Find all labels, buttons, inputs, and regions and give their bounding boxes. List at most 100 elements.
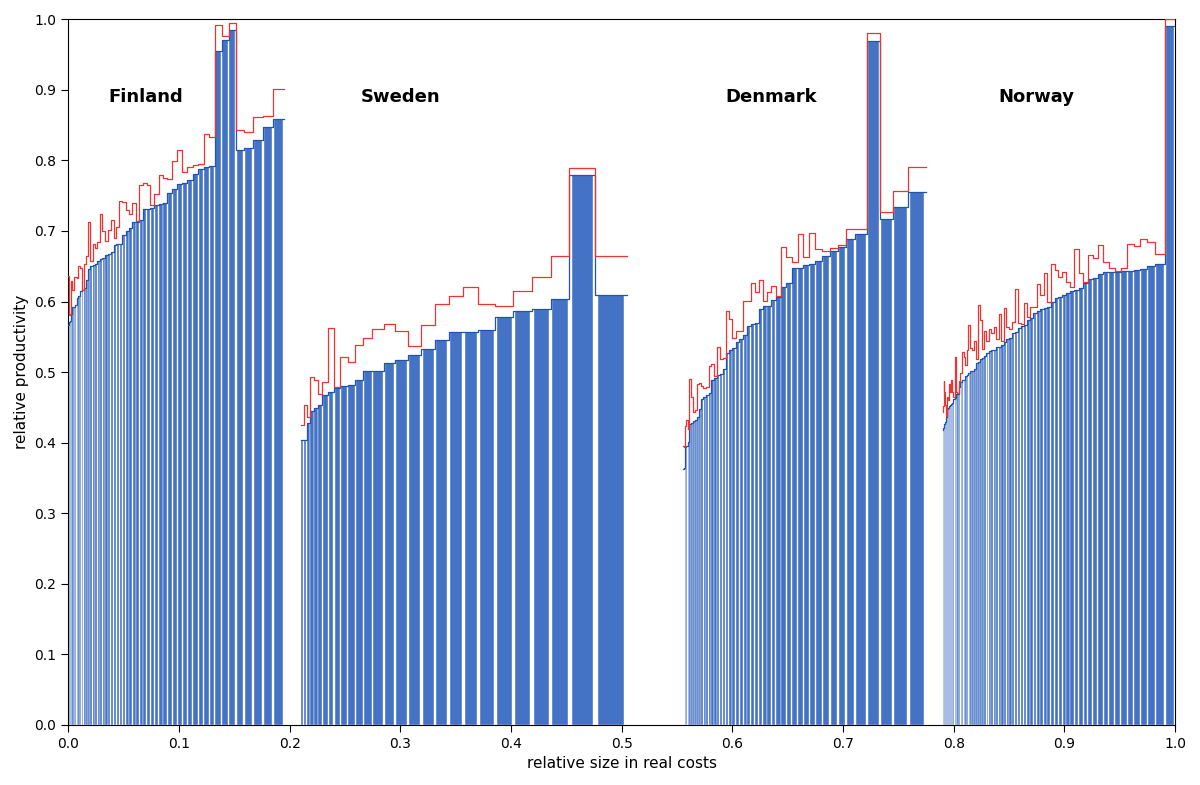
Bar xyxy=(1018,328,1020,725)
Bar xyxy=(1115,272,1121,725)
Bar xyxy=(130,228,132,725)
Bar xyxy=(515,312,530,725)
Bar xyxy=(701,399,703,725)
Bar xyxy=(751,323,755,725)
Bar xyxy=(450,332,462,725)
Bar xyxy=(823,256,829,725)
Bar xyxy=(301,440,304,725)
Bar xyxy=(86,279,88,725)
Bar xyxy=(120,244,122,725)
Bar xyxy=(1062,295,1066,725)
Bar xyxy=(804,265,809,725)
Text: Denmark: Denmark xyxy=(725,88,817,106)
Bar xyxy=(236,150,244,725)
Bar xyxy=(994,350,996,725)
Bar xyxy=(703,396,706,725)
Bar xyxy=(989,351,991,725)
Bar xyxy=(1093,278,1098,725)
Bar xyxy=(1009,338,1012,725)
Bar xyxy=(976,363,978,725)
Bar xyxy=(552,298,568,725)
Bar xyxy=(998,347,1001,725)
Bar xyxy=(736,341,739,725)
Bar xyxy=(106,255,108,725)
Bar xyxy=(964,380,965,725)
Bar xyxy=(158,204,162,725)
Bar xyxy=(689,425,691,725)
Bar xyxy=(329,392,334,725)
Bar xyxy=(318,405,322,725)
Bar xyxy=(314,408,318,725)
Bar xyxy=(84,288,85,725)
Bar xyxy=(1075,290,1079,725)
Bar xyxy=(881,220,892,725)
Bar xyxy=(830,251,838,725)
Text: Sweden: Sweden xyxy=(360,88,440,106)
Bar xyxy=(304,440,306,725)
Bar xyxy=(245,148,252,725)
Bar xyxy=(82,290,84,725)
Bar xyxy=(697,418,698,725)
Bar xyxy=(959,387,960,725)
Bar xyxy=(198,169,203,725)
Bar xyxy=(1044,308,1046,725)
Bar xyxy=(694,421,695,725)
Bar xyxy=(968,374,970,725)
Bar xyxy=(894,207,906,725)
Bar xyxy=(409,355,420,725)
Bar xyxy=(497,317,512,725)
Bar xyxy=(311,411,313,725)
Bar xyxy=(1055,298,1058,725)
Bar xyxy=(114,245,116,725)
Bar xyxy=(188,181,192,725)
Bar xyxy=(958,394,959,725)
Bar xyxy=(686,446,688,725)
Bar xyxy=(422,349,433,725)
Bar xyxy=(776,297,780,725)
Bar xyxy=(139,220,143,725)
Bar xyxy=(97,261,100,725)
Bar xyxy=(781,287,786,725)
Bar xyxy=(967,374,968,725)
Bar xyxy=(1040,309,1043,725)
Bar xyxy=(122,236,125,725)
Bar xyxy=(792,268,797,725)
Bar xyxy=(335,388,340,725)
Bar xyxy=(1048,307,1050,725)
Bar xyxy=(691,423,692,725)
Bar xyxy=(136,221,139,725)
Bar xyxy=(960,382,962,725)
Text: Finland: Finland xyxy=(108,88,184,106)
Bar xyxy=(768,305,772,725)
Bar xyxy=(847,239,854,725)
Bar xyxy=(182,184,187,725)
Bar xyxy=(816,261,822,725)
Bar xyxy=(356,380,362,725)
Bar xyxy=(986,353,989,725)
Bar xyxy=(1156,264,1164,725)
Bar xyxy=(910,192,924,725)
Bar xyxy=(720,374,722,725)
Bar xyxy=(178,184,181,725)
Bar xyxy=(146,209,150,725)
Bar xyxy=(971,371,972,725)
Bar xyxy=(744,335,746,725)
Bar xyxy=(1002,345,1003,725)
Bar xyxy=(1098,274,1103,725)
Bar xyxy=(1037,311,1040,725)
Bar xyxy=(1070,291,1074,725)
Bar xyxy=(1015,332,1018,725)
Bar xyxy=(373,371,383,725)
Bar xyxy=(712,381,714,725)
Bar xyxy=(982,358,984,725)
Bar xyxy=(103,257,104,725)
Bar xyxy=(95,264,97,725)
Bar xyxy=(1109,272,1115,725)
Bar xyxy=(1122,271,1127,725)
Bar xyxy=(869,41,878,725)
Bar xyxy=(204,166,209,725)
Bar xyxy=(254,140,262,725)
Bar xyxy=(193,174,198,725)
Bar xyxy=(739,339,743,725)
Bar xyxy=(1141,268,1147,725)
